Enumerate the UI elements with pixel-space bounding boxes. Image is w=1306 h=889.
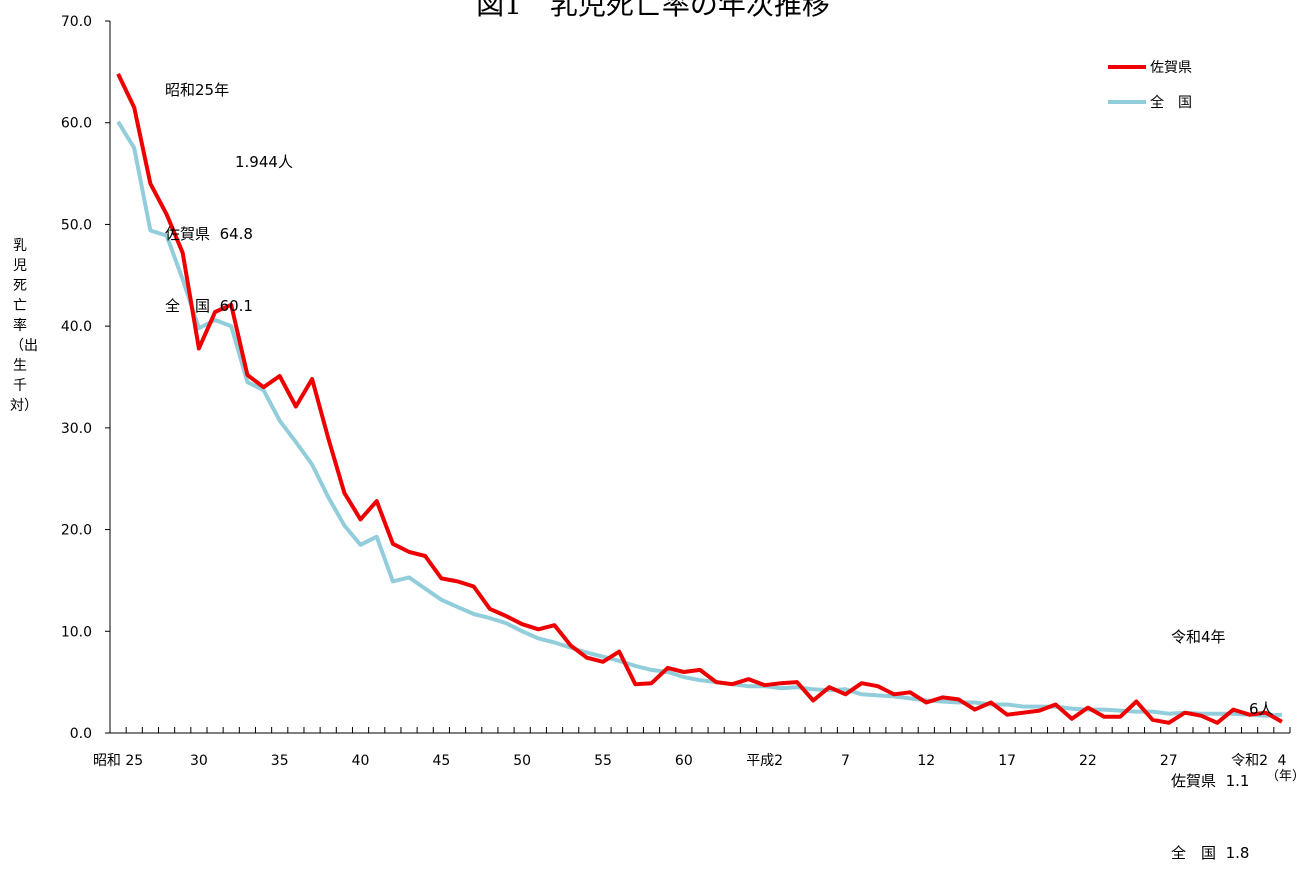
end-nat-row: 全 国 1.8 [1171, 841, 1274, 865]
end-annotation: 令和4年 6人 佐賀県 1.1 全 国 1.8 [1171, 577, 1274, 889]
legend-label: 全 国 [1150, 94, 1192, 111]
start-pref-row: 佐賀県 64.8 [165, 222, 293, 246]
end-era-label: 令和4年 [1171, 628, 1226, 646]
x-tick-label: 40 [352, 753, 370, 769]
end-pref-value: 1.1 [1225, 772, 1250, 790]
chart-title: 図1 乳児死亡率の年次推移 [476, 0, 830, 21]
series-line-saga [116, 73, 1283, 725]
end-nat-value: 1.8 [1225, 844, 1250, 862]
y-axis: 0.0 10.0 20.0 30.0 40.0 50.0 60.0 70.0 [61, 14, 111, 742]
y-tick-label: 30.0 [61, 421, 92, 437]
x-tick-label: 4 [1277, 753, 1286, 769]
x-tick-label: 平成2 [746, 753, 783, 769]
x-tick-label: 45 [432, 753, 450, 769]
end-pref-label: 佐賀県 [1171, 772, 1217, 790]
x-tick-label: 令和2 [1231, 753, 1268, 769]
x-tick-label: 22 [1079, 753, 1097, 769]
y-tick-label: 50.0 [61, 217, 92, 233]
x-tick-label: 7 [841, 753, 850, 769]
start-annotation: 昭和25年 1.944人 佐賀県 64.8 全 国 60.1 [165, 30, 293, 342]
x-tick-label: 55 [594, 753, 612, 769]
start-pref-label: 佐賀県 [165, 225, 211, 243]
series-layer [116, 73, 1283, 725]
y-tick-label: 70.0 [61, 14, 92, 30]
x-tick-label: 60 [675, 753, 693, 769]
start-era-label: 昭和25年 [165, 81, 230, 99]
y-tick-label: 60.0 [61, 116, 92, 132]
x-tick-label: 35 [271, 753, 289, 769]
x-tick-label: 昭和 25 [93, 753, 143, 769]
end-pref-row: 佐賀県 1.1 [1171, 769, 1274, 793]
x-axis-unit-label: （年） [1266, 769, 1306, 784]
legend-label: 佐賀県 [1150, 60, 1192, 76]
y-tick-label: 40.0 [61, 319, 92, 335]
x-axis: 昭和 25 30 35 40 45 50 55 60 平成2 7 12 17 22 27 令和2 4 [93, 727, 1291, 769]
x-tick-label: 12 [917, 753, 935, 769]
end-nat-label: 全 国 [1171, 844, 1217, 862]
start-nat-row: 全 国 60.1 [165, 294, 293, 318]
x-tick-label: 17 [998, 753, 1016, 769]
x-tick-label: 30 [190, 753, 208, 769]
start-count-label: 1.944人 [235, 153, 293, 171]
y-tick-label: 10.0 [61, 624, 92, 640]
x-tick-label: 50 [513, 753, 531, 769]
infant-mortality-chart: 図1 乳児死亡率の年次推移 0.0 10.0 20.0 30.0 40.0 50.0 60.… [61, 0, 1291, 769]
start-nat-value: 60.1 [219, 297, 253, 315]
y-tick-label: 20.0 [61, 523, 92, 539]
x-tick-label: 27 [1160, 753, 1178, 769]
start-pref-value: 64.8 [219, 225, 253, 243]
y-tick-label: 0.0 [70, 726, 92, 742]
end-count-label: 6人 [1249, 700, 1274, 718]
y-axis-label: 乳児死亡率（出生千対） [10, 238, 38, 414]
start-nat-label: 全 国 [165, 297, 211, 315]
